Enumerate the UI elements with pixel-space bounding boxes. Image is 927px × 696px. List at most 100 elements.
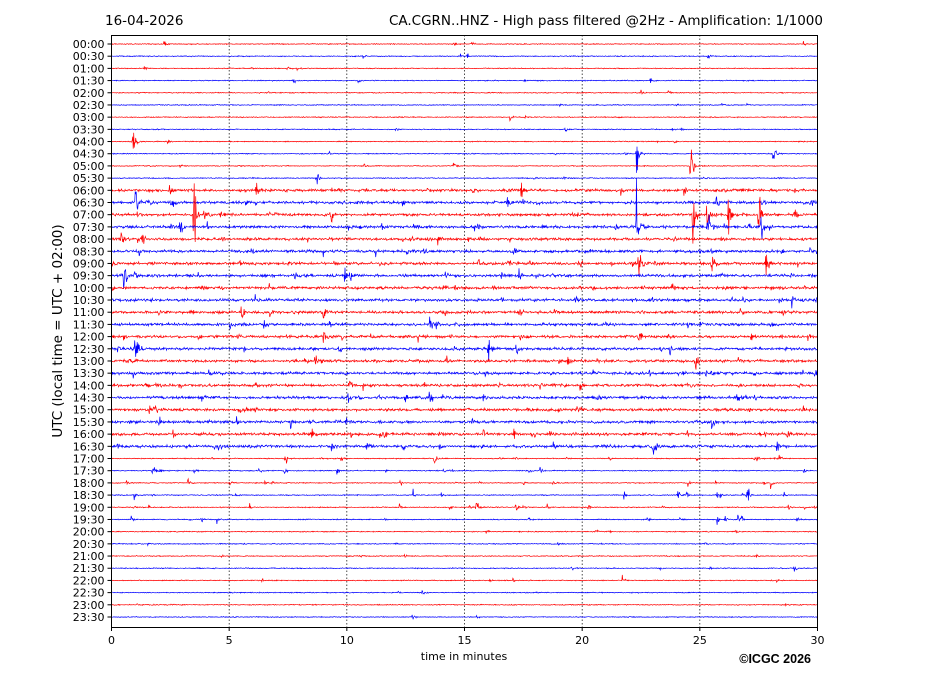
trace-0000 (111, 41, 818, 46)
y-tick-label: 07:30 (73, 221, 105, 234)
y-tick-label: 08:30 (73, 245, 105, 258)
trace-1130 (111, 316, 818, 330)
y-tick-label: 12:00 (73, 331, 105, 344)
trace-0700 (111, 183, 818, 244)
trace-1700 (111, 454, 818, 464)
trace-0430 (111, 146, 818, 173)
y-tick-label: 02:30 (73, 99, 105, 112)
y-tick-label: 21:00 (73, 550, 105, 563)
y-tick-label: 19:00 (73, 501, 105, 514)
x-tick-label: 25 (693, 634, 707, 647)
y-tick-label: 15:00 (73, 404, 105, 417)
y-tick-label: 17:00 (73, 453, 105, 466)
y-tick-label: 23:30 (73, 611, 105, 624)
x-tick-label: 30 (811, 634, 825, 647)
x-axis-label: time in minutes (421, 650, 508, 663)
trace-1400 (111, 380, 818, 392)
trace-2130 (111, 565, 818, 572)
y-tick-label: 21:30 (73, 562, 105, 575)
chart-date: 16-04-2026 (105, 13, 183, 29)
y-tick-label: 09:30 (73, 270, 105, 283)
trace-2200 (111, 574, 818, 584)
y-tick-label: 04:00 (73, 136, 105, 149)
trace-1300 (111, 355, 818, 370)
trace-1800 (111, 477, 818, 490)
y-tick-label: 18:00 (73, 477, 105, 490)
trace-0800 (111, 232, 818, 246)
trace-1900 (111, 502, 818, 511)
x-tick-label: 20 (575, 634, 589, 647)
trace-0630 (111, 191, 818, 210)
trace-2030 (111, 542, 818, 547)
y-tick-label: 13:30 (73, 367, 105, 380)
grid-lines (228, 35, 701, 627)
trace-0530 (111, 174, 818, 185)
trace-0500 (111, 149, 818, 175)
trace-2230 (111, 589, 818, 595)
x-tick-label: 5 (226, 634, 233, 647)
y-tick-label: 12:30 (73, 343, 105, 356)
trace-1330 (111, 369, 818, 379)
y-tick-label: 03:30 (73, 123, 105, 136)
y-tick-label: 16:30 (73, 440, 105, 453)
y-tick-label: 13:00 (73, 355, 105, 368)
y-tick-label: 00:30 (73, 50, 105, 63)
y-axis-label: UTC (local time = UTC + 02:00) (50, 224, 66, 437)
trace-1530 (111, 416, 818, 430)
trace-0330 (111, 127, 818, 132)
y-tick-label: 20:30 (73, 538, 105, 551)
seismic-traces (111, 41, 818, 620)
plot-frame (111, 35, 818, 628)
y-tick-label: 17:30 (73, 465, 105, 478)
copyright: ©ICGC 2026 (739, 652, 811, 666)
trace-1200 (111, 331, 818, 343)
trace-0900 (111, 254, 818, 276)
y-tick-label: 05:30 (73, 172, 105, 185)
y-tick-label: 15:30 (73, 416, 105, 429)
y-tick-label: 16:00 (73, 428, 105, 441)
trace-0200 (111, 89, 818, 95)
trace-2300 (111, 603, 818, 607)
x-tick-label: 0 (108, 634, 115, 647)
y-tick-label: 05:00 (73, 160, 105, 173)
y-tick-label: 08:00 (73, 233, 105, 246)
trace-2000 (111, 529, 818, 534)
y-tick-label: 19:30 (73, 513, 105, 526)
y-tick-label: 09:00 (73, 257, 105, 270)
y-tick-label: 06:00 (73, 184, 105, 197)
trace-0230 (111, 102, 818, 108)
trace-0600 (111, 182, 818, 198)
trace-1630 (111, 441, 818, 455)
trace-0100 (111, 66, 818, 72)
y-tick-label: 04:30 (73, 148, 105, 161)
trace-0300 (111, 114, 818, 122)
y-tick-label: 14:30 (73, 392, 105, 405)
y-tick-labels: 00:0000:3001:0001:3002:0002:3003:0003:30… (73, 38, 112, 624)
y-tick-label: 10:00 (73, 282, 105, 295)
y-tick-label: 02:00 (73, 87, 105, 100)
x-tick-label: 10 (340, 634, 354, 647)
y-tick-label: 01:30 (73, 75, 105, 88)
x-tick-label: 15 (458, 634, 472, 647)
y-tick-label: 06:30 (73, 196, 105, 209)
trace-1830 (111, 488, 818, 501)
trace-1930 (111, 514, 818, 525)
y-tick-label: 22:00 (73, 574, 105, 587)
trace-0400 (111, 132, 818, 149)
y-tick-label: 14:00 (73, 379, 105, 392)
trace-1030 (111, 294, 818, 309)
y-tick-label: 22:30 (73, 587, 105, 600)
trace-1000 (111, 283, 818, 292)
trace-2100 (111, 553, 818, 558)
trace-0830 (111, 247, 818, 258)
trace-1230 (111, 339, 818, 362)
x-tick-labels: 0 5 10 15 20 25 30 (108, 627, 825, 647)
y-tick-label: 23:00 (73, 599, 105, 612)
trace-1500 (111, 404, 818, 414)
trace-1430 (111, 391, 818, 403)
y-tick-label: 07:00 (73, 209, 105, 222)
trace-1730 (111, 466, 818, 475)
y-tick-label: 11:00 (73, 306, 105, 319)
trace-2330 (111, 614, 818, 620)
